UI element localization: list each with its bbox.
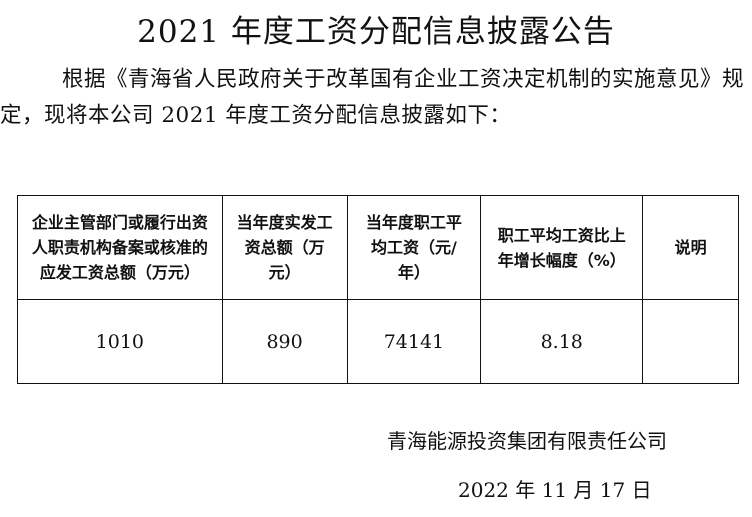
intro-text: 根据《青海省人民政府关于改革国有企业工资决定机制的实施意见》规定，现将本公司 2… <box>0 67 745 128</box>
company-signature: 青海能源投资集团有限责任公司 <box>387 429 667 453</box>
cell-actual-total: 890 <box>221 299 348 384</box>
cell-average-wage: 74141 <box>346 299 482 384</box>
table-header-row: 企业主管部门或履行出资人职责机构备案或核准的应发工资总额（万元） 当年度实发工资… <box>17 195 739 300</box>
header-growth-rate: 职工平均工资比上年增长幅度（%） <box>480 195 644 300</box>
table-row: 1010 890 74141 8.18 <box>17 299 739 384</box>
wage-table: 企业主管部门或履行出资人职责机构备案或核准的应发工资总额（万元） 当年度实发工资… <box>17 195 739 384</box>
header-approved-total: 企业主管部门或履行出资人职责机构备案或核准的应发工资总额（万元） <box>17 195 223 300</box>
signature-date: 2022 年 11 月 17 日 <box>458 478 652 502</box>
cell-growth-rate: 8.18 <box>480 299 644 384</box>
cell-approved-total: 1010 <box>17 299 223 384</box>
intro-paragraph: 根据《青海省人民政府关于改革国有企业工资决定机制的实施意见》规定，现将本公司 2… <box>0 62 745 134</box>
header-average-wage: 当年度职工平均工资（元/年） <box>346 195 482 300</box>
cell-notes <box>642 299 739 384</box>
header-notes: 说明 <box>642 195 739 300</box>
page-title: 2021 年度工资分配信息披露公告 <box>137 14 615 50</box>
header-actual-total: 当年度实发工资总额（万元） <box>221 195 348 300</box>
